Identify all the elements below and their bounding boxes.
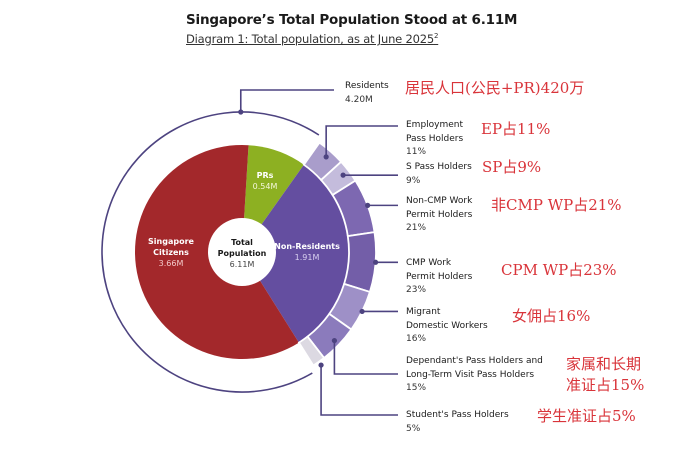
spass-annotation: SP占9%	[482, 158, 542, 176]
outer-segment	[297, 335, 326, 367]
noncmp-line2: Permit Holders	[406, 209, 473, 220]
spass-line1: S Pass Holders	[406, 162, 472, 172]
citizens-value: 3.66M	[158, 259, 184, 268]
student-line1: Student's Pass Holders	[406, 410, 509, 420]
non-residents-line1: Non-Residents	[274, 242, 340, 251]
noncmp-line1: Non-CMP Work	[406, 196, 473, 206]
dp-pct: 15%	[406, 383, 427, 393]
prs-value: 0.54M	[252, 182, 278, 191]
chart-subtitle: Diagram 1: Total population, as at June …	[186, 32, 438, 46]
citizens-line1: Singapore	[148, 237, 194, 246]
residents-title: Residents	[345, 81, 389, 91]
residents-value: 4.20M	[345, 94, 373, 105]
mdw-annotation: 女佣占16%	[512, 307, 591, 325]
non-resident-outer-ring	[297, 141, 377, 367]
dp-line2: Long-Term Visit Pass Holders	[406, 369, 535, 380]
footnote-marker: 2	[433, 32, 439, 41]
leader-dots	[238, 109, 379, 368]
chart-title: Singapore’s Total Population Stood at 6.…	[186, 12, 518, 28]
cmp-label: CMP Work Permit Holders 23%	[406, 257, 472, 298]
cmp-pct: 23%	[406, 285, 427, 295]
center-hole	[208, 218, 276, 286]
non-residents-label: Non-Residents 1.91M	[272, 241, 342, 263]
center-label: Total Population 6.11M	[207, 237, 277, 270]
student-pct: 5%	[406, 423, 421, 434]
cmp-line2: Permit Holders	[406, 271, 473, 282]
ep-annotation: EP占11%	[481, 120, 551, 138]
ep-line2: Pass Holders	[406, 133, 464, 144]
center-line2: Population	[217, 249, 267, 258]
prs-line1: PRs	[256, 171, 274, 180]
citizens-label: Singapore Citizens 3.66M	[136, 236, 206, 269]
center-value: 6.11M	[229, 260, 255, 269]
dp-line1: Dependant's Pass Holders and	[406, 356, 543, 366]
ep-pct: 11%	[406, 147, 427, 157]
dp-ltvp-label: Dependant's Pass Holders and Long-Term V…	[406, 355, 543, 396]
cmp-annotation: CPM WP占23%	[501, 261, 617, 279]
student-label: Student's Pass Holders 5%	[406, 409, 509, 436]
residents-label: Residents 4.20M	[345, 80, 389, 107]
noncmp-label: Non-CMP Work Permit Holders 21%	[406, 195, 472, 236]
mdw-line1: Migrant	[406, 307, 441, 317]
subtitle-text: Diagram 1: Total population, as at June …	[186, 32, 434, 46]
prs-label: PRs 0.54M	[240, 170, 290, 192]
dp-annotation-line1: 家属和长期	[566, 355, 642, 373]
noncmp-annotation: 非CMP WP占21%	[491, 196, 622, 214]
spass-pct: 9%	[406, 175, 421, 186]
mdw-label: Migrant Domestic Workers 16%	[406, 306, 488, 347]
spass-label: S Pass Holders 9%	[406, 161, 472, 188]
non-residents-value: 1.91M	[294, 253, 320, 262]
dp-annotation-line2: 准证占15%	[566, 376, 645, 394]
leader-lines	[239, 89, 398, 416]
residents-arc	[101, 111, 320, 393]
noncmp-pct: 21%	[406, 223, 427, 233]
residents-annotation: 居民人口(公民+PR)420万	[405, 79, 585, 97]
mdw-pct: 16%	[406, 334, 427, 344]
outer-segment	[343, 231, 377, 294]
student-annotation: 学生准证占5%	[537, 407, 636, 425]
mdw-line2: Domestic Workers	[406, 320, 488, 331]
dp-ltvp-annotation: 家属和长期 准证占15%	[566, 354, 644, 396]
ep-label: Employment Pass Holders 11%	[406, 119, 463, 160]
cmp-line1: CMP Work	[406, 258, 452, 268]
center-line1: Total	[231, 238, 253, 247]
citizens-line2: Citizens	[153, 248, 189, 257]
ep-line1: Employment	[406, 120, 464, 130]
